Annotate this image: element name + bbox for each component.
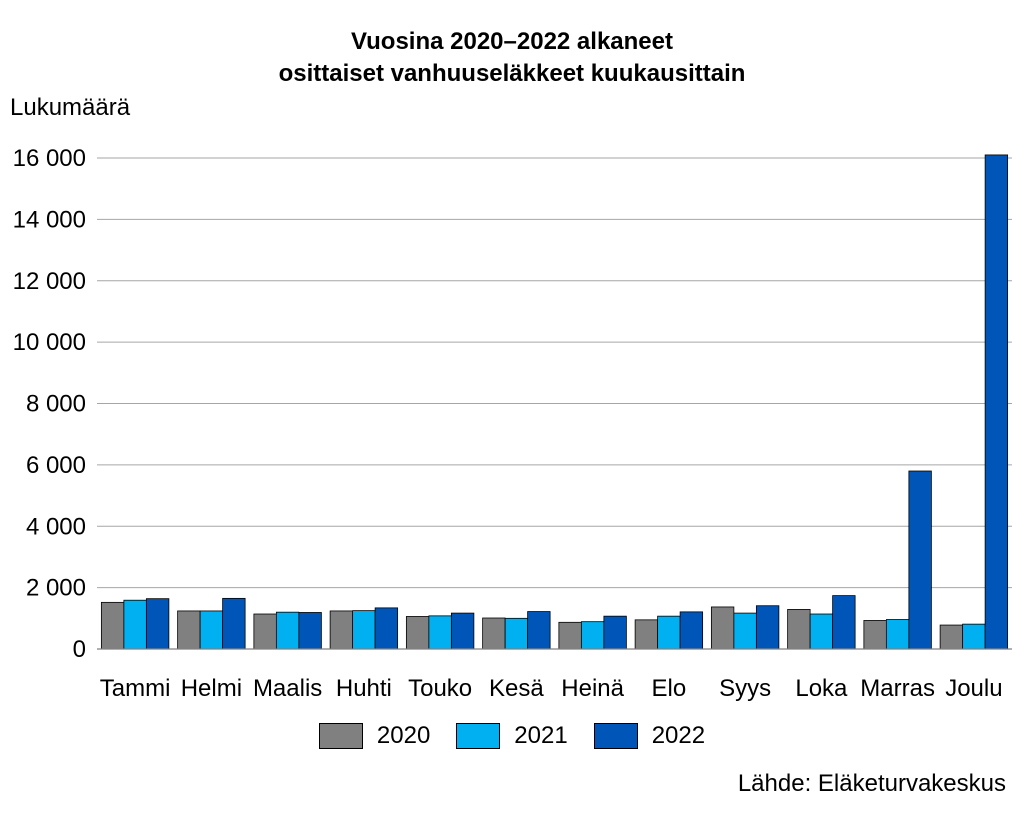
y-tick-label: 10 000 [13,329,86,356]
y-tick-label: 6 000 [26,452,86,479]
bar-2022-helmi [222,597,246,650]
bar-2021-joulu [962,623,986,650]
bar-2022-touko [450,612,475,650]
y-tick-label: 4 000 [26,513,86,540]
bar-2022-marras [908,470,932,650]
y-tick-label: 2 000 [26,575,86,602]
bar-2020-syys [710,606,735,650]
bar-2021-helmi [199,610,224,650]
bar-2020-loka [787,609,811,650]
chart-title: Vuosina 2020–2022 alkaneet osittaiset va… [0,26,1024,90]
bar-2022-heinä [603,615,627,650]
bar-2020-kesä [482,617,506,650]
x-tick-label: Touko [408,675,472,702]
bar-2021-loka [809,613,834,650]
y-axis-label: Lukumäärä [10,94,131,121]
bar-2020-tammi [100,601,125,650]
bar-2021-maalis [275,611,300,650]
legend-item-2021: 2021 [456,722,568,750]
bar-2021-heinä [580,621,605,650]
y-tick-label: 8 000 [26,391,86,418]
y-tick-label: 14 000 [13,206,86,233]
bar-2021-kesä [504,617,529,650]
bar-2022-maalis [298,612,322,650]
x-tick-label: Helmi [181,675,242,702]
x-tick-label: Huhti [336,675,392,702]
bar-2021-touko [428,615,452,650]
legend-swatch-2021 [456,723,501,749]
legend-item-2020: 2020 [318,722,431,750]
bar-2020-marras [863,620,887,650]
x-tick-label: Marras [860,675,935,702]
bar-2020-elo [634,619,659,650]
bar-2021-huhti [352,610,376,650]
bar-2021-marras [885,619,910,650]
legend-item-2022: 2022 [593,722,706,750]
x-tick-label: Kesä [489,675,544,702]
legend: 2020 2021 2022 [0,722,1024,750]
bar-2022-huhti [374,607,399,650]
legend-swatch-2020 [318,723,363,749]
x-tick-label: Syys [719,675,771,702]
bar-2020-joulu [939,624,964,650]
bar-2021-tammi [123,599,147,650]
x-tick-label: Tammi [100,675,171,702]
legend-label-2021: 2021 [514,722,568,749]
chart-title-line-2: osittaiset vanhuuseläkkeet kuukausittain [278,60,746,87]
bar-2022-loka [832,595,856,650]
x-tick-label: Loka [795,675,848,702]
bar-2020-touko [405,616,430,650]
y-tick-label: 16 000 [13,145,86,172]
bar-2021-elo [657,615,681,650]
source-note: Lähde: Eläketurvakeskus [737,770,1006,797]
x-tick-label: Joulu [945,675,1002,702]
bar-2022-kesä [527,611,551,650]
bar-2021-syys [733,612,757,650]
y-tick-label: 0 [73,636,86,663]
x-tick-label: Heinä [561,675,624,702]
y-tick-label: 12 000 [13,268,86,295]
chart-title-line-1: Vuosina 2020–2022 alkaneet [351,28,673,55]
bar-2020-helmi [177,610,201,650]
bar-2020-maalis [253,613,277,650]
bar-2022-elo [679,611,704,650]
x-tick-label: Elo [652,675,687,702]
bar-2022-syys [755,605,780,650]
bar-2022-tammi [145,598,170,650]
x-tick-label: Maalis [253,675,322,702]
bar-2022-joulu [984,154,1009,650]
legend-swatch-2022 [593,723,638,749]
legend-label-2020: 2020 [376,722,431,749]
bar-2020-huhti [329,610,354,650]
legend-label-2022: 2022 [651,722,706,749]
bar-2020-heinä [558,621,582,650]
